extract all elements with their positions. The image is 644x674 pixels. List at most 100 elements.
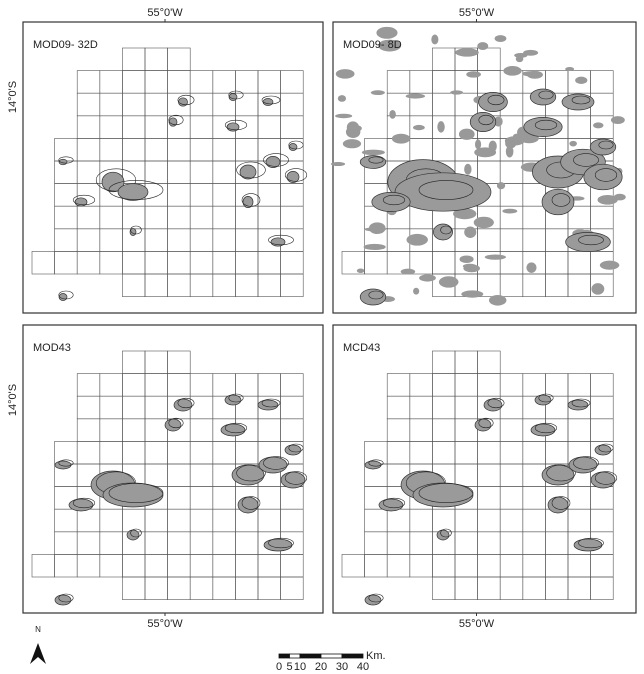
burned-area [475,139,481,149]
longitude-label: 55°0'W [459,7,495,19]
burned-area [614,194,626,201]
burned-area [379,499,403,511]
burned-area [225,395,241,405]
map-figure: N MOD09- 32D 55°0'W 14°0'S MOD09- 8D 55°0'W 1… [0,0,644,674]
burned-area [477,42,488,50]
burned-area [338,95,346,102]
burned-area [331,162,345,166]
scale-label: 40 [357,661,369,673]
burned-area [419,274,436,281]
burned-area [371,90,385,95]
burned-area [502,209,517,214]
scale-segment [279,654,290,658]
north-arrow-shape [30,643,46,664]
burned-area [531,424,555,436]
panel-frame [23,22,323,313]
longitude-label: 55°0'W [147,618,183,630]
burned-area [127,530,139,540]
burned-area [437,121,444,132]
burned-area [238,497,258,513]
burned-area [470,112,496,131]
latitude-label: 14°0'S [7,81,19,113]
burned-area [516,56,524,62]
burned-area [281,472,305,488]
scale-label: 30 [336,661,348,673]
burned-area [392,134,410,144]
scale-label: 10 [294,661,306,673]
burned-area [461,290,483,297]
burned-area [389,110,396,119]
burned-area [347,121,359,133]
burned-area [362,150,385,156]
scale-label: 5 [286,661,292,673]
burned-area [460,255,474,263]
burned-area [574,539,602,551]
burned-area [503,66,521,76]
burned-area [464,164,471,175]
longitude-label: 55°0'W [147,7,183,19]
burned-area [569,141,577,147]
panel-title: MOD43 [33,342,71,354]
burned-area [406,234,427,246]
burned-area [263,99,273,106]
burned-area [565,67,574,71]
burned-area [55,461,71,469]
burned-area [568,400,588,410]
burned-area [69,499,93,511]
burned-area [365,595,381,605]
burned-area [455,48,479,56]
burned-area [450,90,463,94]
burned-area [335,114,352,119]
burned-area [489,295,506,306]
panel-title: MOD09- 32D [33,39,98,51]
burned-area [484,399,502,411]
burned-area [437,530,449,540]
burned-area [365,461,381,469]
burned-area [542,189,574,215]
burned-area [165,419,181,431]
burned-area [264,539,292,551]
burned-area [548,497,568,513]
burned-area [611,116,625,124]
burned-area [401,269,415,275]
burned-area [600,261,619,270]
north-label: N [35,625,41,634]
scale-segment [321,654,342,658]
burned-area [591,283,604,295]
burned-area [474,217,494,228]
panel: MOD09- 32D 55°0'W 14°0'S [7,7,323,313]
north-arrow: N [30,625,46,664]
burned-area [266,156,280,167]
burned-area [221,424,245,436]
burned-area [591,472,615,488]
burned-area [413,125,425,130]
burned-area [526,262,536,273]
burned-area [522,71,540,76]
burned-area [535,395,551,405]
panel-title: MOD09- 8D [343,39,402,51]
latitude-label: 14°0'S [7,384,19,416]
burned-area [285,445,301,455]
burned-area [55,595,71,605]
panel-title: MCD43 [343,342,380,354]
burned-area [376,27,397,39]
burned-area [431,34,438,44]
burned-area [369,222,386,234]
scale-label: 20 [315,661,327,673]
burned-area [506,146,514,158]
burned-area [485,255,506,260]
burned-area [259,457,287,473]
panel: MOD43 55°0'W 14°0'S [7,325,323,630]
burned-area [459,129,475,140]
burned-area [118,184,148,201]
scale-unit: Km. [366,650,386,662]
burned-area [413,288,419,295]
burned-area [593,122,603,128]
scale-segment [300,654,321,658]
burned-area [343,139,361,148]
burned-area [463,264,477,269]
burned-area [466,71,481,77]
panel: MOD09- 8D55°0'W14°0'S [331,7,644,313]
burned-area [258,400,278,410]
burned-area [439,276,459,287]
